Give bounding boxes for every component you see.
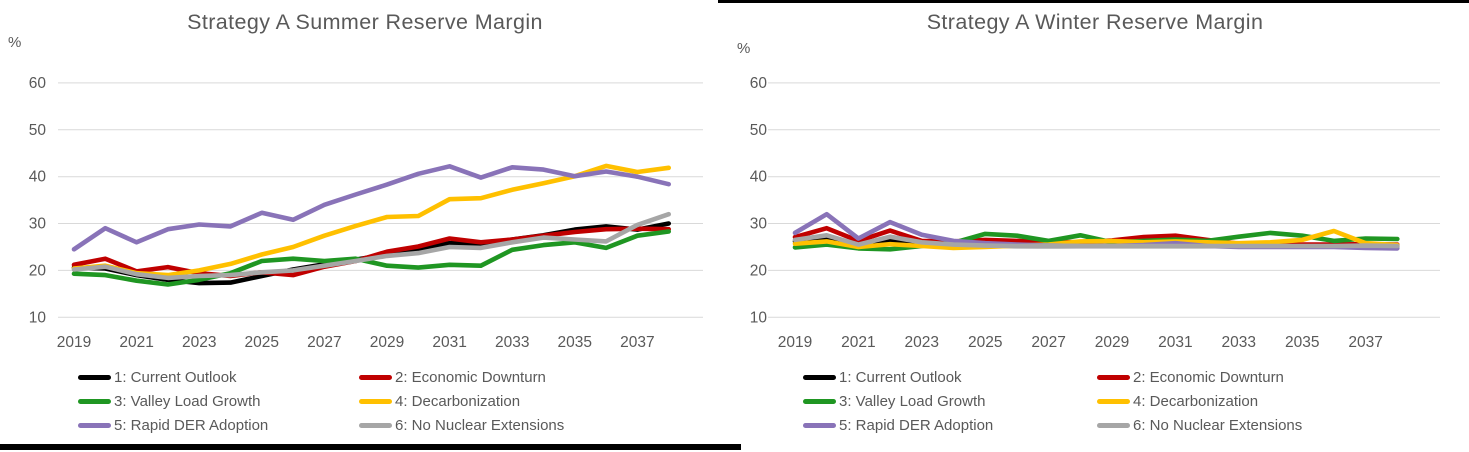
x-tick-label: 2037 [620,334,654,351]
winter-plot-area: 60 50 40 30 20 10 2019 2021 2023 2025 2027 2029 2031… [750,75,1440,351]
y-axis-unit-label: % [737,40,751,57]
y-tick-label: 20 [29,262,47,279]
x-tick-label: 2035 [1285,334,1319,351]
chart-title: Strategy A Winter Reserve Margin [926,10,1264,34]
y-tick-label: 30 [750,216,768,233]
x-tick-label: 2027 [307,334,341,351]
series-line-2 [71,226,672,279]
y-tick-label: 50 [29,122,47,139]
x-tick-label: 2027 [1031,334,1065,351]
y-tick-label: 40 [750,169,768,186]
series-line-5 [71,164,672,252]
x-tick-label: 2021 [841,334,875,351]
series-line-6 [71,211,672,281]
y-tick-label: 10 [29,309,47,326]
chart-panel-summer: Strategy A Summer Reserve Margin % 60 50 4… [8,10,703,434]
x-tick-label: 2019 [57,334,91,351]
x-tick-label: 2029 [1095,334,1129,351]
chart-panel-winter: Strategy A Winter Reserve Margin % 60 50 4… [734,0,1469,452]
series-line-3 [71,229,672,287]
bottom-left-border-bar [0,444,741,450]
y-tick-label: 10 [750,309,768,326]
x-tick-label: 2019 [778,334,812,351]
y-tick-label: 40 [29,169,47,186]
x-tick-label: 2021 [119,334,153,351]
y-tick-label: 30 [29,216,47,233]
x-tick-label: 2029 [370,334,404,351]
x-tick-label: 2033 [1222,334,1256,351]
series-line-3 [792,230,1400,252]
x-tick-label: 2031 [432,334,466,351]
y-tick-label: 20 [750,262,768,279]
series-line-6 [792,233,1400,249]
chart-title: Strategy A Summer Reserve Margin [187,10,543,34]
x-tick-label: 2035 [558,334,592,351]
y-tick-label: 50 [750,122,768,139]
summer-plot-area: 60 50 40 30 20 10 2019 2021 2023 2025 2027 2029 2031… [29,75,703,351]
y-axis-unit-label: % [8,34,22,51]
x-tick-label: 2025 [968,334,1002,351]
x-tick-label: 2031 [1158,334,1192,351]
x-tick-label: 2033 [495,334,529,351]
x-tick-label: 2023 [905,334,939,351]
y-tick-label: 60 [29,75,47,92]
x-tick-label: 2025 [245,334,279,351]
series-line-4 [792,228,1400,251]
x-tick-label: 2023 [182,334,216,351]
y-tick-label: 60 [750,75,768,92]
x-tick-label: 2037 [1348,334,1382,351]
top-right-border-bar [718,0,1469,3]
